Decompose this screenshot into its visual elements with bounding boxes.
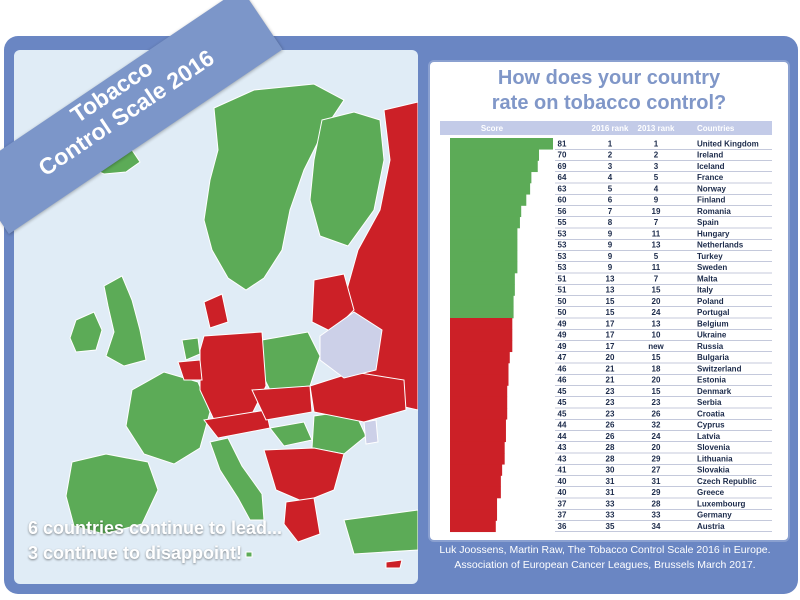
map-balkans <box>263 447 345 503</box>
map-poland <box>257 331 321 391</box>
caption-line-1: 6 countries continue to lead... <box>28 518 283 538</box>
map-belarus <box>319 311 383 379</box>
map-france <box>125 371 211 465</box>
map-malta <box>245 551 253 558</box>
map-alpine <box>203 409 271 439</box>
map-cyprus <box>385 559 403 569</box>
map-moldova <box>363 419 379 445</box>
map-finland <box>309 111 385 247</box>
table-title: How does your country rate on tobacco co… <box>430 66 788 116</box>
table-title-line-2: rate on tobacco control? <box>491 92 727 114</box>
banner-ribbon: Tobacco Control Scale 2016 <box>0 0 283 234</box>
map-netherlands <box>181 337 201 361</box>
caption-line-2: 3 continue to disappoint! <box>28 543 242 563</box>
map-czech-slovakia <box>251 385 313 421</box>
banner-line-2: Control Scale 2016 <box>33 44 219 181</box>
banner-wrap: Tobacco Control Scale 2016 <box>0 0 330 260</box>
map-uk <box>103 275 147 367</box>
ranking-panel <box>428 60 790 542</box>
map-denmark <box>203 293 229 329</box>
map-scandinavia <box>203 83 345 291</box>
table-title-line-1: How does your country <box>497 67 721 89</box>
map-turkey <box>343 509 418 555</box>
map-caption: 6 countries continue to lead... 3 contin… <box>28 516 282 566</box>
source-line-1: Luk Joossens, Martin Raw, The Tobacco Co… <box>439 544 771 556</box>
map-germany <box>199 331 267 421</box>
map-ukraine <box>309 371 407 423</box>
map-ireland <box>69 311 103 353</box>
source-line-2: Association of European Cancer Leagues, … <box>454 559 756 571</box>
map-italy <box>209 437 265 521</box>
map-hungary <box>269 421 313 447</box>
map-belgium <box>177 359 203 381</box>
source-note: Luk Joossens, Martin Raw, The Tobacco Co… <box>420 543 790 573</box>
europe-map <box>65 83 418 569</box>
map-greece <box>283 497 321 543</box>
map-iberia <box>65 453 159 535</box>
